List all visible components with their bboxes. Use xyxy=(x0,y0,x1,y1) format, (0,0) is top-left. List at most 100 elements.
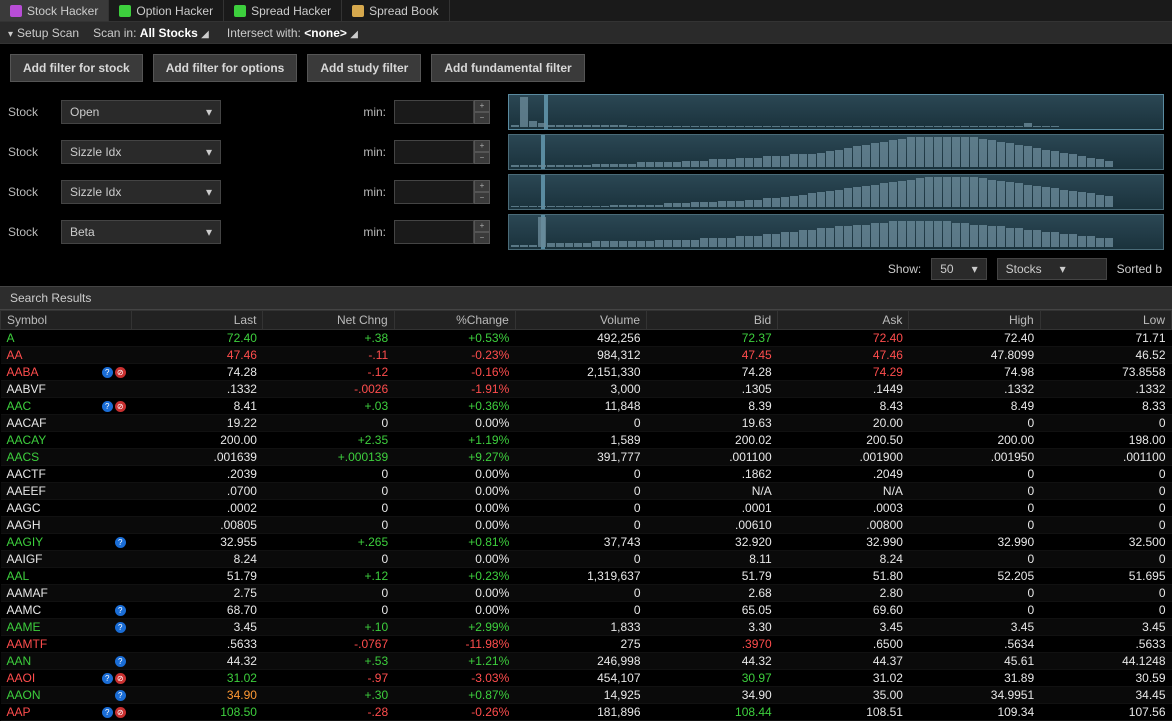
symbol-text: AACAF xyxy=(7,416,126,430)
cell: .1332 xyxy=(1040,381,1171,398)
table-row[interactable]: AAGIY?32.955+.265+0.81%37,74332.92032.99… xyxy=(1,534,1172,551)
cell: -.97 xyxy=(263,670,394,687)
table-row[interactable]: AAME?3.45+.10+2.99%1,8333.303.453.453.45 xyxy=(1,619,1172,636)
symbol-text: AAP xyxy=(7,705,100,719)
cell: 984,312 xyxy=(515,347,646,364)
add-study-filter-button[interactable]: Add study filter xyxy=(307,54,421,82)
cell: 14,925 xyxy=(515,687,646,704)
table-row[interactable]: AAGH.0080500.00%0.00610.0080000 xyxy=(1,517,1172,534)
cell: 44.32 xyxy=(647,653,778,670)
table-row[interactable]: A72.40+.38+0.53%492,25672.3772.4072.4071… xyxy=(1,330,1172,347)
table-row[interactable]: AAMC?68.7000.00%065.0569.6000 xyxy=(1,602,1172,619)
min-input[interactable] xyxy=(394,100,474,124)
info-badge-icon: ? xyxy=(102,707,113,718)
table-row[interactable]: AABA?⊘74.28-.12-0.16%2,151,33074.2874.29… xyxy=(1,364,1172,381)
cell: 30.59 xyxy=(1040,670,1171,687)
table-row[interactable]: AAL51.79+.12+0.23%1,319,63751.7951.8052.… xyxy=(1,568,1172,585)
spin-up-button[interactable]: + xyxy=(474,180,490,192)
cell: 65.05 xyxy=(647,602,778,619)
info-badge-icon: ? xyxy=(102,673,113,684)
setup-scan-button[interactable]: ▾Setup Scan xyxy=(8,26,79,40)
table-row[interactable]: AACAY200.00+2.35+1.19%1,589200.02200.502… xyxy=(1,432,1172,449)
scan-in[interactable]: Scan in: All Stocks ◢ xyxy=(93,26,213,40)
filter-select[interactable]: Beta▾ xyxy=(61,220,221,244)
spin-up-button[interactable]: + xyxy=(474,220,490,232)
table-row[interactable]: AAMAF2.7500.00%02.682.8000 xyxy=(1,585,1172,602)
min-input[interactable] xyxy=(394,140,474,164)
filter-select[interactable]: Sizzle Idx▾ xyxy=(61,140,221,164)
show-label: Show: xyxy=(888,262,921,276)
cell: 1,589 xyxy=(515,432,646,449)
add-filter-for-options-button[interactable]: Add filter for options xyxy=(153,54,298,82)
symbol-text: AAC xyxy=(7,399,100,413)
table-row[interactable]: AACTF.203900.00%0.1862.204900 xyxy=(1,466,1172,483)
restrict-badge-icon: ⊘ xyxy=(115,673,126,684)
filter-select[interactable]: Sizzle Idx▾ xyxy=(61,180,221,204)
cell: -.0026 xyxy=(263,381,394,398)
show-type-select[interactable]: Stocks▾ xyxy=(997,258,1107,280)
cell: +.000139 xyxy=(263,449,394,466)
table-row[interactable]: AABVF.1332-.0026-1.91%3,000.1305.1449.13… xyxy=(1,381,1172,398)
column-header[interactable]: Bid xyxy=(647,311,778,330)
cell: 51.79 xyxy=(132,568,263,585)
cell: 181,896 xyxy=(515,704,646,721)
histogram-slider[interactable] xyxy=(541,135,545,169)
column-header[interactable]: Volume xyxy=(515,311,646,330)
spin-down-button[interactable]: − xyxy=(474,112,490,124)
add-filter-for-stock-button[interactable]: Add filter for stock xyxy=(10,54,143,82)
table-row[interactable]: AAON?34.90+.30+0.87%14,92534.9035.0034.9… xyxy=(1,687,1172,704)
min-input[interactable] xyxy=(394,220,474,244)
column-header[interactable]: High xyxy=(909,311,1040,330)
filter-row-label: Stock xyxy=(8,145,53,159)
histogram-slider[interactable] xyxy=(541,175,545,209)
min-input[interactable] xyxy=(394,180,474,204)
cell: 275 xyxy=(515,636,646,653)
symbol-text: AAEEF xyxy=(7,484,126,498)
table-row[interactable]: AA47.46-.11-0.23%984,31247.4547.4647.809… xyxy=(1,347,1172,364)
column-header[interactable]: Symbol xyxy=(1,311,132,330)
symbol-text: AAGIY xyxy=(7,535,113,549)
table-row[interactable]: AAC?⊘8.41+.03+0.36%11,8488.398.438.498.3… xyxy=(1,398,1172,415)
column-header[interactable]: %Change xyxy=(394,311,515,330)
table-row[interactable]: AAMTF.5633-.0767-11.98%275.3970.6500.563… xyxy=(1,636,1172,653)
add-fundamental-filter-button[interactable]: Add fundamental filter xyxy=(431,54,584,82)
tab-stock-hacker[interactable]: Stock Hacker xyxy=(0,0,109,21)
cell: .00800 xyxy=(778,517,909,534)
column-header[interactable]: Last xyxy=(132,311,263,330)
table-row[interactable]: AAOI?⊘31.02-.97-3.03%454,10730.9731.0231… xyxy=(1,670,1172,687)
histogram[interactable] xyxy=(508,174,1164,210)
cell: -3.03% xyxy=(394,670,515,687)
table-row[interactable]: AAP?⊘108.50-.28-0.26%181,896108.44108.51… xyxy=(1,704,1172,721)
cell: 109.34 xyxy=(909,704,1040,721)
cell: 34.9951 xyxy=(909,687,1040,704)
column-header[interactable]: Ask xyxy=(778,311,909,330)
show-count-select[interactable]: 50▾ xyxy=(931,258,986,280)
tab-spread-hacker[interactable]: Spread Hacker xyxy=(224,0,342,21)
table-row[interactable]: AAEEF.070000.00%0N/AN/A00 xyxy=(1,483,1172,500)
table-row[interactable]: AACAF19.2200.00%019.6320.0000 xyxy=(1,415,1172,432)
cell: +.12 xyxy=(263,568,394,585)
spin-down-button[interactable]: − xyxy=(474,192,490,204)
cell: 0 xyxy=(1040,466,1171,483)
column-header[interactable]: Net Chng xyxy=(263,311,394,330)
histogram[interactable] xyxy=(508,214,1164,250)
histogram[interactable] xyxy=(508,94,1164,130)
spin-down-button[interactable]: − xyxy=(474,152,490,164)
histogram[interactable] xyxy=(508,134,1164,170)
tab-icon xyxy=(119,5,131,17)
filter-row-label: Stock xyxy=(8,225,53,239)
filter-select[interactable]: Open▾ xyxy=(61,100,221,124)
intersect-with[interactable]: Intersect with: <none> ◢ xyxy=(227,26,362,40)
tab-spread-book[interactable]: Spread Book xyxy=(342,0,449,21)
spin-down-button[interactable]: − xyxy=(474,232,490,244)
filter-row-label: Stock xyxy=(8,185,53,199)
spin-up-button[interactable]: + xyxy=(474,140,490,152)
cell: 8.24 xyxy=(132,551,263,568)
table-row[interactable]: AACS.001639+.000139+9.27%391,777.001100.… xyxy=(1,449,1172,466)
spin-up-button[interactable]: + xyxy=(474,100,490,112)
column-header[interactable]: Low xyxy=(1040,311,1171,330)
tab-option-hacker[interactable]: Option Hacker xyxy=(109,0,224,21)
table-row[interactable]: AAN?44.32+.53+1.21%246,99844.3244.3745.6… xyxy=(1,653,1172,670)
table-row[interactable]: AAGC.000200.00%0.0001.000300 xyxy=(1,500,1172,517)
table-row[interactable]: AAIGF8.2400.00%08.118.2400 xyxy=(1,551,1172,568)
